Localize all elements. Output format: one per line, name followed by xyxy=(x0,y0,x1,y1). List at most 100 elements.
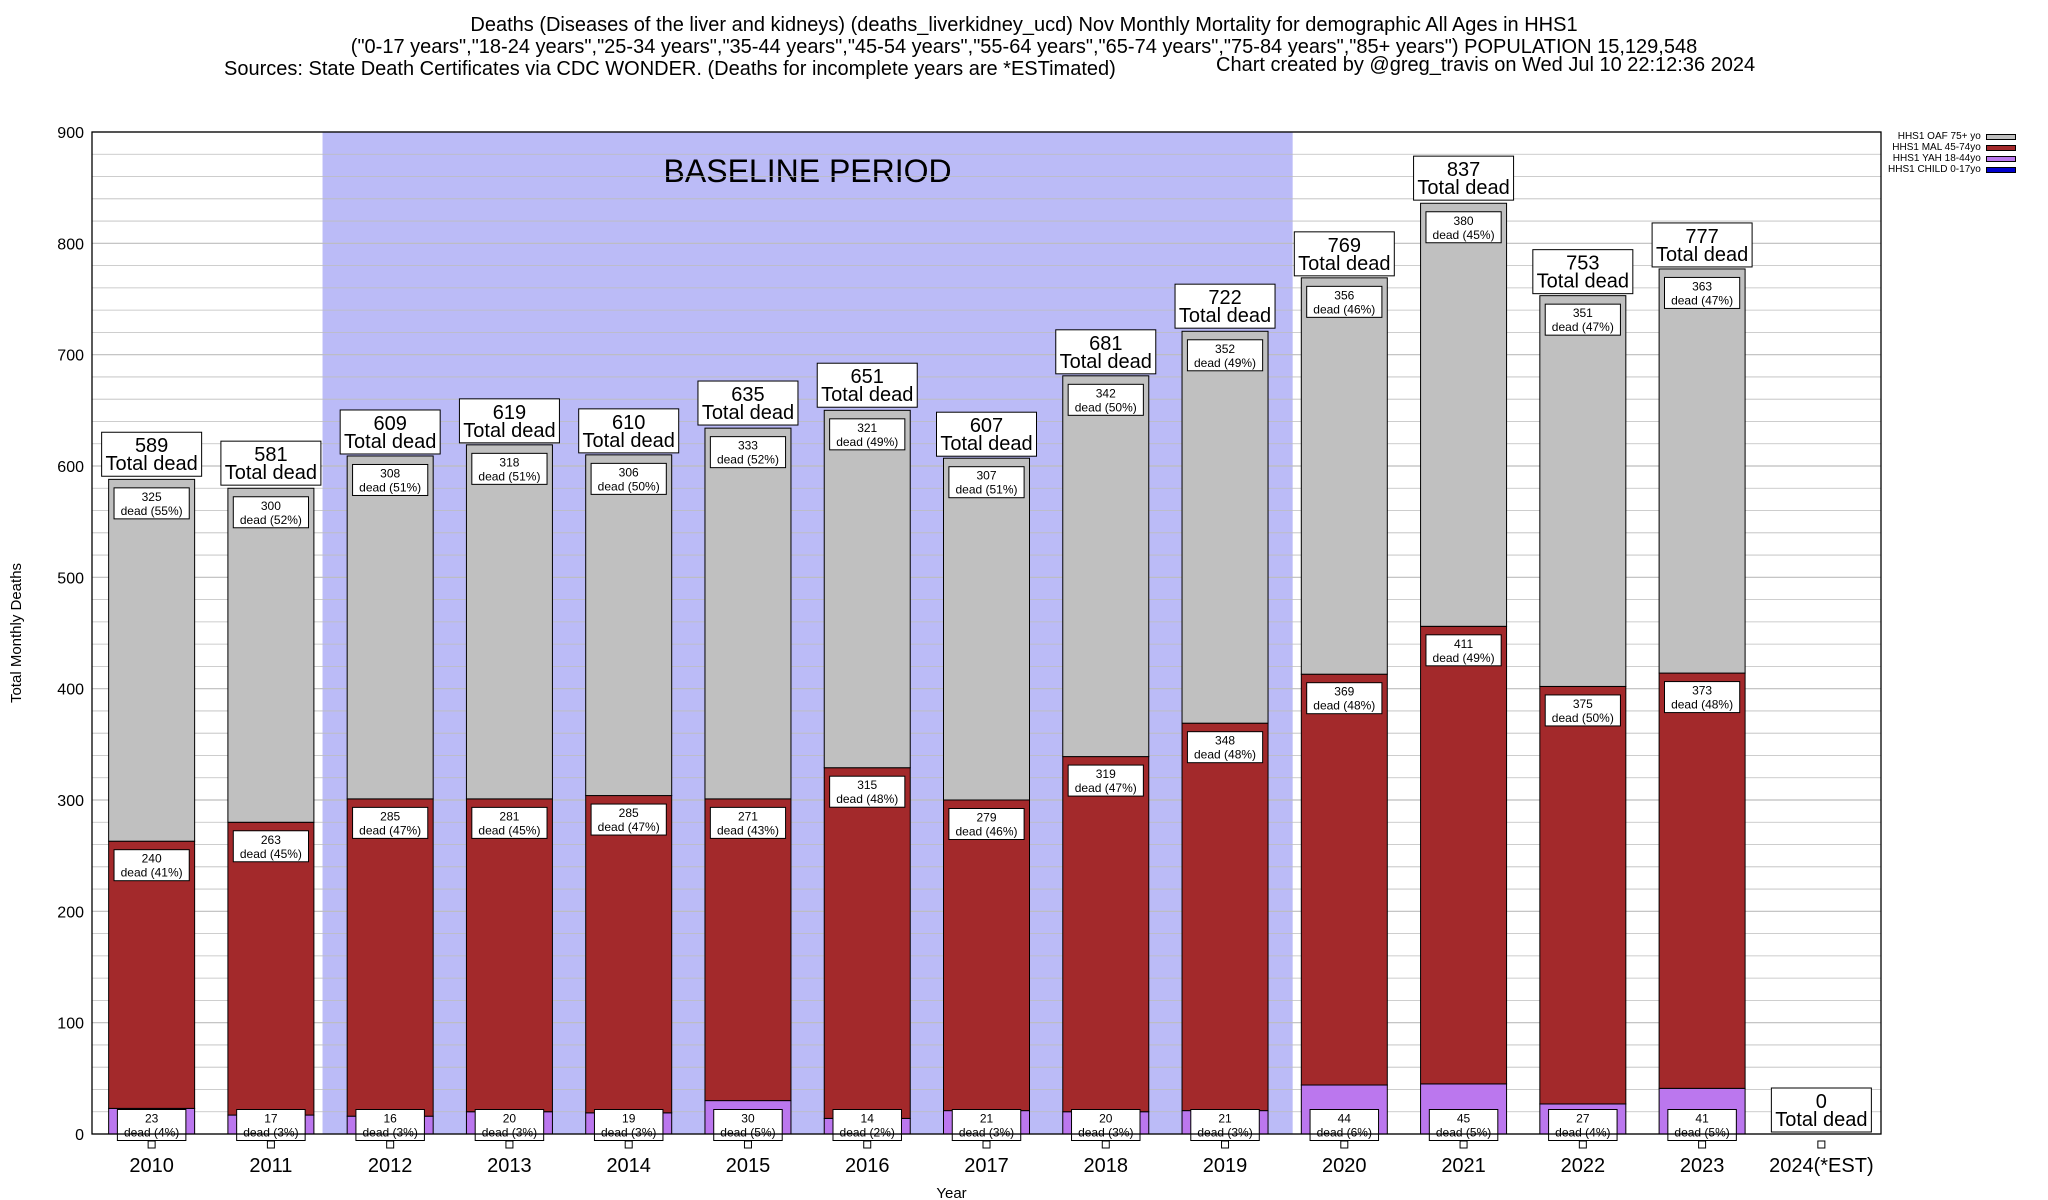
y-tick-label: 700 xyxy=(57,348,84,365)
x-tick-label: 2019 xyxy=(1203,1155,1248,1177)
legend-label: HHS1 YAH 18-44yo xyxy=(1892,153,1981,164)
x-tick-label: 2022 xyxy=(1561,1155,1606,1177)
segment-value-label-box xyxy=(1071,1109,1141,1141)
bar-segment xyxy=(1181,722,1269,1112)
segment-value-label: 41 xyxy=(1695,1112,1709,1126)
segment-value-label: dead (3%) xyxy=(362,1126,417,1140)
segment-value-label: dead (3%) xyxy=(959,1126,1014,1140)
segment-value-label: dead (48%) xyxy=(1313,699,1375,713)
legend-item: HHS1 YAH 18-44yo xyxy=(1888,153,2016,164)
segment-value-label: dead (50%) xyxy=(1552,711,1614,725)
total-label-box xyxy=(339,409,441,455)
bar-segment xyxy=(1539,295,1627,687)
segment-value-label: dead (5%) xyxy=(1674,1126,1729,1140)
y-tick-label: 200 xyxy=(57,904,84,921)
total-label-box xyxy=(697,380,799,426)
bar-segment xyxy=(465,798,553,1113)
segment-value-label: dead (3%) xyxy=(1197,1126,1252,1140)
segment-value-label-box xyxy=(590,462,667,495)
segment-value-label-box xyxy=(590,803,667,836)
total-value-label: 769 xyxy=(1328,235,1361,257)
y-tick-label: 100 xyxy=(57,1016,84,1033)
segment-value-label-box xyxy=(236,1109,306,1141)
segment-value-label: 325 xyxy=(142,490,162,504)
segment-value-label-box xyxy=(1067,764,1144,797)
bar-segment xyxy=(1181,330,1269,724)
axis-marker xyxy=(982,1140,991,1149)
segment-value-label: dead (45%) xyxy=(240,847,302,861)
segment-value-label: 23 xyxy=(145,1112,159,1126)
bar-segment xyxy=(943,457,1030,801)
x-tick-label: 2021 xyxy=(1441,1155,1486,1177)
segment-value-label: dead (51%) xyxy=(478,469,540,483)
segment-value-label: dead (4%) xyxy=(1555,1126,1610,1140)
bar-segment xyxy=(1420,625,1508,1085)
segment-value-label-box xyxy=(829,418,906,451)
segment-value-label: dead (45%) xyxy=(1433,228,1495,242)
segment-value-label: dead (46%) xyxy=(955,825,1017,839)
segment-value-label: 281 xyxy=(499,809,519,823)
segment-value-label-box xyxy=(113,849,190,882)
segment-value-label: 352 xyxy=(1215,342,1235,356)
segment-value-label-box xyxy=(709,436,787,469)
segment-value-label: 411 xyxy=(1454,637,1473,651)
x-tick-label: 2020 xyxy=(1322,1155,1367,1177)
segment-value-label: dead (47%) xyxy=(359,823,421,837)
segment-value-label: 333 xyxy=(738,439,758,453)
segment-value-label: dead (49%) xyxy=(1194,356,1256,370)
bar-segment xyxy=(1062,756,1150,1113)
axis-marker xyxy=(386,1140,395,1149)
axis-marker xyxy=(1101,1140,1110,1149)
segment-value-label: 44 xyxy=(1338,1112,1352,1126)
total-label-box xyxy=(1770,1087,1872,1133)
segment-value-label-box xyxy=(1544,694,1621,727)
total-text-label: Total dead xyxy=(821,384,913,406)
total-text-label: Total dead xyxy=(1179,305,1271,327)
axis-marker xyxy=(863,1140,872,1149)
total-label-box xyxy=(1413,155,1515,201)
segment-value-label: 306 xyxy=(619,465,639,479)
total-value-label: 777 xyxy=(1685,226,1718,248)
total-value-label: 753 xyxy=(1566,253,1599,275)
axis-marker xyxy=(266,1140,275,1149)
y-tick-label: 0 xyxy=(75,1127,84,1144)
segment-value-label: 363 xyxy=(1692,279,1712,293)
legend-swatch xyxy=(1985,166,2016,173)
x-tick-label: 2017 xyxy=(964,1155,1009,1177)
bar-segment xyxy=(346,455,434,800)
bar-segment xyxy=(1062,375,1150,758)
segment-value-label: 16 xyxy=(383,1112,397,1126)
segment-value-label: 271 xyxy=(738,809,758,823)
total-text-label: Total dead xyxy=(105,453,197,475)
bar-segment xyxy=(1300,673,1388,1086)
segment-value-label-box xyxy=(1306,682,1383,715)
segment-value-label: 240 xyxy=(142,852,162,866)
total-label-box xyxy=(936,411,1037,457)
segment-value-label: dead (3%) xyxy=(243,1126,298,1140)
y-tick-label: 600 xyxy=(57,459,84,476)
total-label-box xyxy=(1651,222,1753,268)
segment-value-label: dead (45%) xyxy=(478,823,540,837)
axis-marker xyxy=(624,1140,633,1149)
segment-value-label: 20 xyxy=(503,1112,517,1126)
baseline-period-label: BASELINE PERIOD xyxy=(664,153,952,189)
segment-value-label: dead (47%) xyxy=(1552,320,1614,334)
x-tick-label: 2015 xyxy=(726,1155,771,1177)
segment-value-label-box xyxy=(1425,211,1502,244)
segment-value-label: 263 xyxy=(261,833,281,847)
bar-segment xyxy=(108,840,196,1109)
x-tick-label: 2023 xyxy=(1680,1155,1725,1177)
segment-value-label: 21 xyxy=(1218,1112,1232,1126)
segment-value-label: dead (46%) xyxy=(1313,302,1375,316)
total-text-label: Total dead xyxy=(702,402,794,424)
chart-legend: HHS1 OAF 75+ yo HHS1 MAL 45-74yo HHS1 YAH … xyxy=(1888,131,2016,175)
legend-swatch xyxy=(1985,133,2016,140)
bars-layer xyxy=(108,202,1746,1135)
legend-label: HHS1 OAF 75+ yo xyxy=(1897,131,1981,142)
segment-value-label: dead (47%) xyxy=(1671,293,1733,307)
segment-value-label: 321 xyxy=(857,421,877,435)
total-label-box xyxy=(101,431,203,477)
segment-value-label: dead (48%) xyxy=(1671,698,1733,712)
segment-value-label: dead (6%) xyxy=(1317,1126,1372,1140)
legend-label: HHS1 CHILD 0-17yo xyxy=(1888,164,1981,175)
